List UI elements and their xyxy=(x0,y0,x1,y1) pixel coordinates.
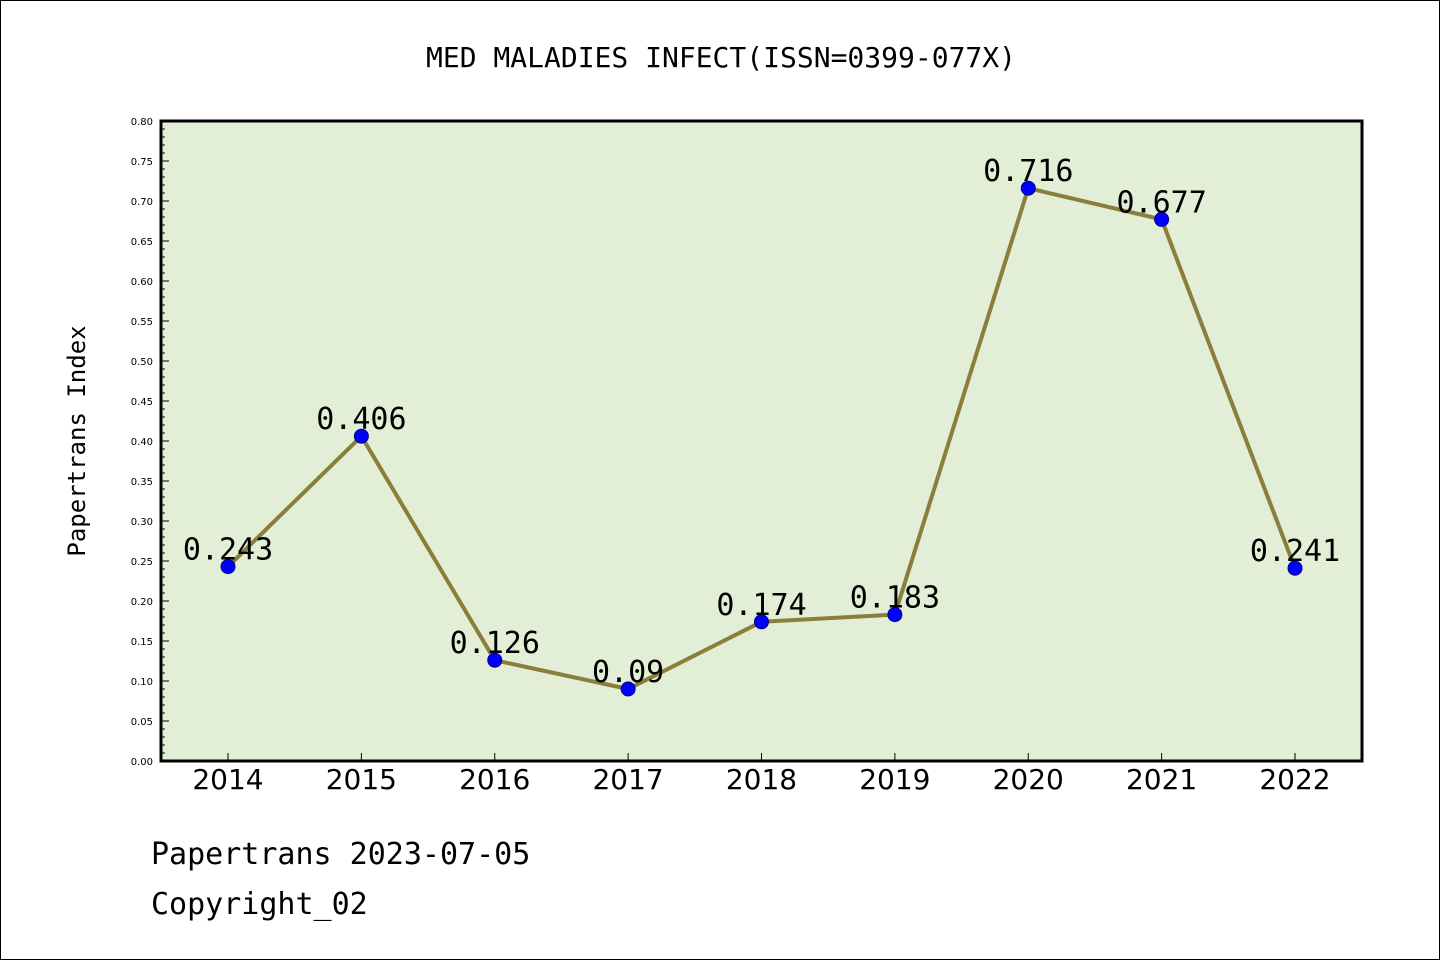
data-point xyxy=(220,559,236,575)
y-tick-label: 0.10 xyxy=(131,677,153,688)
y-tick-label: 0.60 xyxy=(131,277,153,288)
x-tick-label: 2017 xyxy=(592,763,663,796)
y-tick-label: 0.35 xyxy=(131,477,153,488)
data-point xyxy=(620,681,636,697)
data-label: 0.406 xyxy=(316,402,406,437)
data-point xyxy=(487,652,503,668)
y-tick-label: 0.55 xyxy=(131,317,153,328)
x-tick-label: 2015 xyxy=(326,763,397,796)
data-point xyxy=(754,614,769,630)
footer-copyright: Copyright_02 xyxy=(151,887,368,922)
y-tick-label: 0.75 xyxy=(131,157,153,168)
footer-date: Papertrans 2023-07-05 xyxy=(151,837,531,872)
data-point xyxy=(1287,560,1303,576)
y-tick-label: 0.15 xyxy=(131,637,153,648)
y-tick-label: 0.30 xyxy=(131,517,153,528)
data-label: 0.243 xyxy=(183,533,273,568)
y-tick-label: 0.40 xyxy=(131,437,153,448)
data-point xyxy=(887,607,903,623)
x-tick-label: 2014 xyxy=(192,763,263,796)
y-tick-label: 0.70 xyxy=(131,197,153,208)
x-tick-label: 2021 xyxy=(1126,763,1197,796)
x-tick-label: 2022 xyxy=(1259,763,1330,796)
x-tick-label: 2020 xyxy=(993,763,1064,796)
data-label: 0.716 xyxy=(983,154,1073,189)
y-tick-label: 0.50 xyxy=(131,357,153,368)
data-point xyxy=(1020,180,1036,196)
x-tick-label: 2016 xyxy=(459,763,530,796)
data-label: 0.183 xyxy=(850,581,940,616)
data-point xyxy=(353,428,369,444)
data-label: 0.174 xyxy=(716,588,806,623)
y-tick-label: 0.20 xyxy=(131,597,153,608)
y-tick-label: 0.00 xyxy=(131,757,153,768)
data-label: 0.241 xyxy=(1250,534,1340,569)
plot-border xyxy=(159,119,1364,763)
data-label: 0.09 xyxy=(592,655,664,690)
x-tick-label: 2018 xyxy=(726,763,797,796)
data-label: 0.126 xyxy=(450,626,540,661)
x-tick-label: 2019 xyxy=(859,763,930,796)
chart-title: MED MALADIES INFECT(ISSN=0399-077X) xyxy=(426,41,1016,74)
y-tick-label: 0.25 xyxy=(131,557,153,568)
data-label: 0.677 xyxy=(1116,185,1206,220)
y-tick-label: 0.80 xyxy=(131,117,153,128)
y-tick-label: 0.65 xyxy=(131,237,153,248)
data-point xyxy=(1154,211,1170,227)
y-tick-label: 0.45 xyxy=(131,397,153,408)
y-tick-label: 0.05 xyxy=(131,717,153,728)
y-axis-label: Papertrans Index xyxy=(63,325,91,556)
